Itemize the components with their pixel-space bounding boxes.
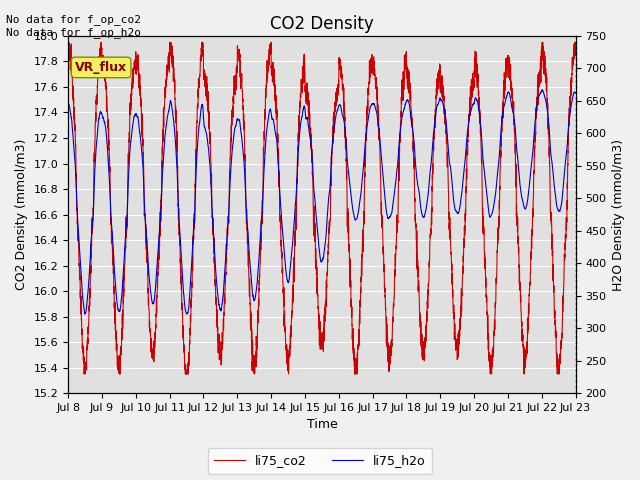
li75_co2 xyxy=(572,39,579,45)
Title: CO2 Density: CO2 Density xyxy=(270,15,374,33)
li75_h2o xyxy=(572,90,579,96)
li75_h2o xyxy=(539,87,547,93)
li75_h2o xyxy=(64,102,72,108)
Text: VR_flux: VR_flux xyxy=(75,61,127,74)
X-axis label: Time: Time xyxy=(307,419,337,432)
Line: li75_h2o: li75_h2o xyxy=(68,90,575,314)
li75_h2o xyxy=(371,105,379,110)
Line: li75_co2: li75_co2 xyxy=(68,42,575,374)
li75_co2 xyxy=(524,331,531,336)
Y-axis label: H2O Density (mmol/m3): H2O Density (mmol/m3) xyxy=(612,139,625,290)
li75_h2o xyxy=(572,90,579,96)
li75_co2 xyxy=(572,45,579,50)
Legend: li75_co2, li75_h2o: li75_co2, li75_h2o xyxy=(208,448,432,474)
li75_co2 xyxy=(371,76,379,82)
Text: No data for f_op_co2
No data for f_op_h2o: No data for f_op_co2 No data for f_op_h2… xyxy=(6,14,141,38)
li75_h2o xyxy=(524,198,531,204)
li75_co2 xyxy=(64,47,72,53)
li75_h2o xyxy=(380,185,388,191)
li75_co2 xyxy=(65,39,72,45)
li75_co2 xyxy=(81,371,89,377)
li75_co2 xyxy=(173,141,181,147)
li75_h2o xyxy=(173,162,180,168)
li75_h2o xyxy=(206,163,214,169)
li75_co2 xyxy=(206,141,214,147)
li75_co2 xyxy=(380,261,388,267)
li75_h2o xyxy=(183,312,191,317)
Y-axis label: CO2 Density (mmol/m3): CO2 Density (mmol/m3) xyxy=(15,139,28,290)
